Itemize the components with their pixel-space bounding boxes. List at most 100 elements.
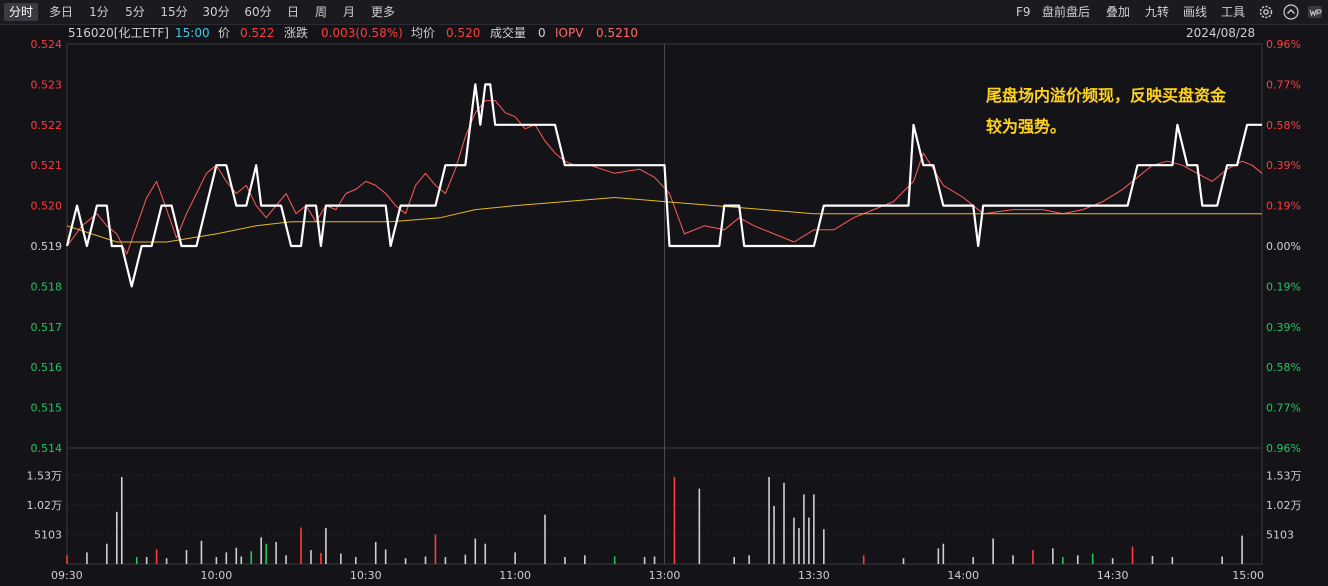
volume-bar	[240, 556, 243, 564]
volume-tick-label: 1.02万	[27, 499, 63, 512]
volume-bar	[265, 543, 267, 564]
quote-time: 15:00	[175, 26, 210, 40]
percent-tick-label: 0.19%	[1266, 280, 1301, 293]
percent-tick-label: 0.77%	[1266, 402, 1301, 415]
tab-60min[interactable]: 60分	[244, 5, 272, 19]
time-tick-label: 14:30	[1097, 569, 1129, 582]
volume-bar	[768, 477, 770, 564]
volume-bar	[464, 554, 467, 564]
draw-line-button[interactable]: 画线	[1183, 5, 1208, 19]
tab-30min[interactable]: 30分	[202, 5, 230, 19]
percent-tick-label: 0.39%	[1266, 159, 1301, 172]
volume-bar	[643, 557, 646, 564]
volume-tick-label-right: 5103	[1266, 528, 1294, 541]
price-series	[65, 83, 1263, 288]
quote-date: 2024/08/28	[1186, 26, 1256, 40]
volume-bar	[942, 543, 945, 564]
volume-bar	[320, 552, 322, 564]
price-tick-label: 0.518	[31, 280, 63, 293]
price-value: 0.522	[240, 26, 275, 40]
volume-bar	[1076, 555, 1079, 564]
volume-bar	[1012, 555, 1014, 564]
volume-bar	[340, 553, 342, 564]
volume-bar	[673, 477, 676, 564]
volume-bar	[698, 488, 701, 564]
volume-bar	[937, 548, 940, 564]
volume-tick-label: 1.53万	[27, 469, 63, 482]
price-tick-label: 0.517	[31, 321, 63, 334]
overlay-button[interactable]: 叠加	[1106, 5, 1131, 19]
volume-bar	[808, 517, 810, 564]
chevron-up-icon[interactable]	[1282, 3, 1300, 21]
time-tick-label: 09:30	[51, 569, 83, 582]
tab-day[interactable]: 日	[286, 5, 299, 19]
price-tick-label: 0.521	[31, 159, 63, 172]
volume-bar	[444, 557, 447, 564]
period-toolbar: 分时 多日 1分 5分 15分 30分 60分 日 周 月 更多 F9 盘前盘后…	[0, 0, 1328, 25]
volume-bar	[793, 517, 795, 564]
volume-bar	[310, 550, 312, 564]
gear-icon[interactable]	[1257, 3, 1275, 21]
time-axis: 09:30 10:00 10:30 11:00 13:00 13:30 14:00 14:30…	[51, 569, 1264, 582]
price-line	[65, 83, 1262, 288]
volume-tick-label-right: 1.02万	[1266, 499, 1302, 512]
avg-price-label: 均价	[411, 26, 436, 40]
annotation-text: 尾盘场内溢价频现，反映买盘资金 较为强势。	[986, 80, 1276, 142]
volume-bar	[384, 549, 387, 564]
time-tick-label: 10:00	[201, 569, 233, 582]
volume-bar	[514, 552, 516, 564]
price-tick-label: 0.516	[31, 361, 63, 374]
volume-bar	[733, 557, 736, 564]
tools-button[interactable]: 工具	[1221, 5, 1246, 19]
tab-5min[interactable]: 5分	[125, 5, 145, 19]
nine-turn-button[interactable]: 九转	[1145, 5, 1170, 19]
tab-15min[interactable]: 15分	[160, 5, 188, 19]
volume-bar	[106, 543, 108, 564]
volume-bar	[215, 557, 218, 564]
chart-grid	[66, 43, 1263, 565]
tab-month[interactable]: 月	[342, 5, 355, 19]
price-tick-label: 0.515	[31, 402, 63, 415]
average-price-line	[66, 197, 1262, 243]
tab-week[interactable]: 周	[314, 5, 327, 19]
volume-bar	[544, 514, 546, 564]
volume-bar	[783, 482, 785, 564]
volume-bar	[1032, 550, 1034, 564]
volume-bar	[972, 557, 975, 564]
volume-bar	[120, 477, 123, 564]
volume-bar	[285, 555, 287, 564]
volume-bar	[325, 528, 327, 564]
volume-bar	[653, 556, 656, 564]
price-tick-label: 0.523	[31, 78, 63, 91]
tab-timeshare[interactable]: 分时	[4, 3, 38, 21]
volume-bar	[1091, 553, 1094, 564]
volume-bar	[86, 552, 88, 564]
tab-more[interactable]: 更多	[370, 5, 395, 19]
volume-bar	[748, 555, 750, 564]
volume-bar	[564, 557, 566, 564]
tab-1min[interactable]: 1分	[89, 5, 109, 19]
volume-bar	[250, 551, 253, 564]
avg-price-value: 0.520	[446, 26, 481, 40]
volume-bar	[135, 557, 138, 564]
wp-logo-icon	[1308, 6, 1322, 18]
percent-tick-label: 0.39%	[1266, 321, 1301, 334]
volume-bar	[813, 494, 815, 564]
volume-bar	[225, 552, 228, 564]
volume-bars	[66, 477, 1243, 564]
volume-bar	[803, 494, 805, 564]
f9-button[interactable]: F9	[1016, 5, 1031, 19]
volume-bar	[374, 541, 377, 564]
volume-bar	[300, 527, 302, 564]
tab-multi-day[interactable]: 多日	[48, 5, 73, 19]
time-tick-label: 14:00	[947, 569, 979, 582]
volume-bar	[260, 537, 262, 564]
volume-bar	[484, 543, 487, 564]
pre-post-market-button[interactable]: 盘前盘后	[1042, 5, 1091, 19]
price-tick-label: 0.524	[31, 38, 63, 51]
price-tick-label: 0.514	[31, 442, 63, 455]
time-tick-label: 13:30	[798, 569, 830, 582]
percent-tick-label: 0.58%	[1266, 119, 1301, 132]
volume-bar	[235, 547, 238, 564]
